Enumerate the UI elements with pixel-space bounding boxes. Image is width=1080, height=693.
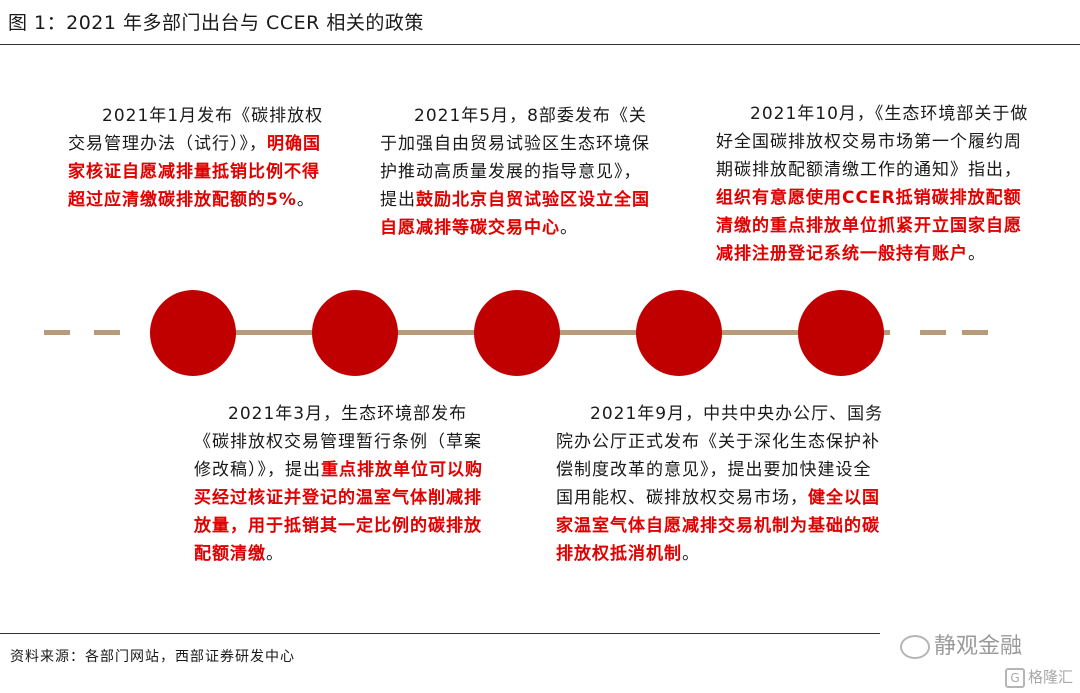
event-tail: 。 (968, 244, 986, 264)
event-highlight: 重点排放单位可以购买经过核证并登记的温室气体削减排放量，用于抵销其一定比例的碳排… (194, 460, 483, 564)
event-4: 2021年9月，中共中央办公厅、国务院办公厅正式发布《关于深化生态保护补偿制度改… (556, 400, 886, 568)
event-text: 2021年5月，8部委发布《关于加强自由贸易试验区生态环境保护推动高质量发展的指… (380, 106, 650, 210)
event-text: 2021年9月，中共中央办公厅、国务院办公厅正式发布《关于深化生态保护补偿制度改… (556, 404, 884, 508)
figure-title: 图 1：2021 年多部门出台与 CCER 相关的政策 (8, 12, 424, 34)
timeline-node (150, 290, 236, 376)
source-note: 资料来源：各部门网站，西部证券研发中心 (10, 649, 295, 665)
timeline-dash (44, 330, 70, 335)
timeline-node (798, 290, 884, 376)
timeline-node (474, 290, 560, 376)
bottom-rule (0, 633, 880, 634)
timeline-node (312, 290, 398, 376)
event-3: 2021年5月，8部委发布《关于加强自由贸易试验区生态环境保护推动高质量发展的指… (380, 102, 652, 242)
event-highlight: 明确国家核证自愿减排量抵销比例不得超过应清缴碳排放配额的5% (68, 134, 321, 210)
timeline-dash (962, 330, 988, 335)
event-text: 2021年10月，《生态环境部关于做好全国碳排放权交易市场第一个履约周期碳排放配… (716, 104, 1029, 180)
timeline-dash (920, 330, 946, 335)
event-highlight: 组织有意愿使用CCER抵销碳排放配额清缴的重点排放单位抓紧开立国家自愿减排注册登… (716, 188, 1022, 264)
timeline-dash (94, 330, 120, 335)
watermark-secondary: G 格隆汇 (1005, 666, 1073, 688)
event-tail: 。 (682, 544, 700, 564)
event-tail: 。 (296, 190, 315, 210)
watermark-secondary-text: 格隆汇 (1028, 668, 1074, 686)
wechat-icon (900, 635, 930, 659)
event-text: 2021年1月发布《碳排放权交易管理办法（试行）》， (68, 106, 324, 154)
event-1: 2021年1月发布《碳排放权交易管理办法（试行）》，明确国家核证自愿减排量抵销比… (68, 102, 336, 214)
event-tail: 。 (266, 544, 284, 564)
watermark: 静观金融 (900, 628, 1022, 660)
event-highlight: 健全以国家温室气体自愿减排交易机制为基础的碳排放权抵消机制 (556, 488, 880, 564)
gelonghui-logo-icon: G (1005, 667, 1025, 688)
top-rule (0, 44, 1080, 45)
timeline-node (636, 290, 722, 376)
event-highlight: 鼓励北京自贸试验区设立全国自愿减排等碳交易中心 (380, 190, 650, 238)
watermark-text: 静观金融 (934, 634, 1023, 659)
event-tail: 。 (560, 218, 578, 238)
event-text: 2021年3月，生态环境部发布《碳排放权交易管理暂行条例（草案修改稿）》，提出 (194, 404, 482, 480)
event-5: 2021年10月，《生态环境部关于做好全国碳排放权交易市场第一个履约周期碳排放配… (716, 100, 1036, 268)
event-2: 2021年3月，生态环境部发布《碳排放权交易管理暂行条例（草案修改稿）》，提出重… (194, 400, 484, 568)
